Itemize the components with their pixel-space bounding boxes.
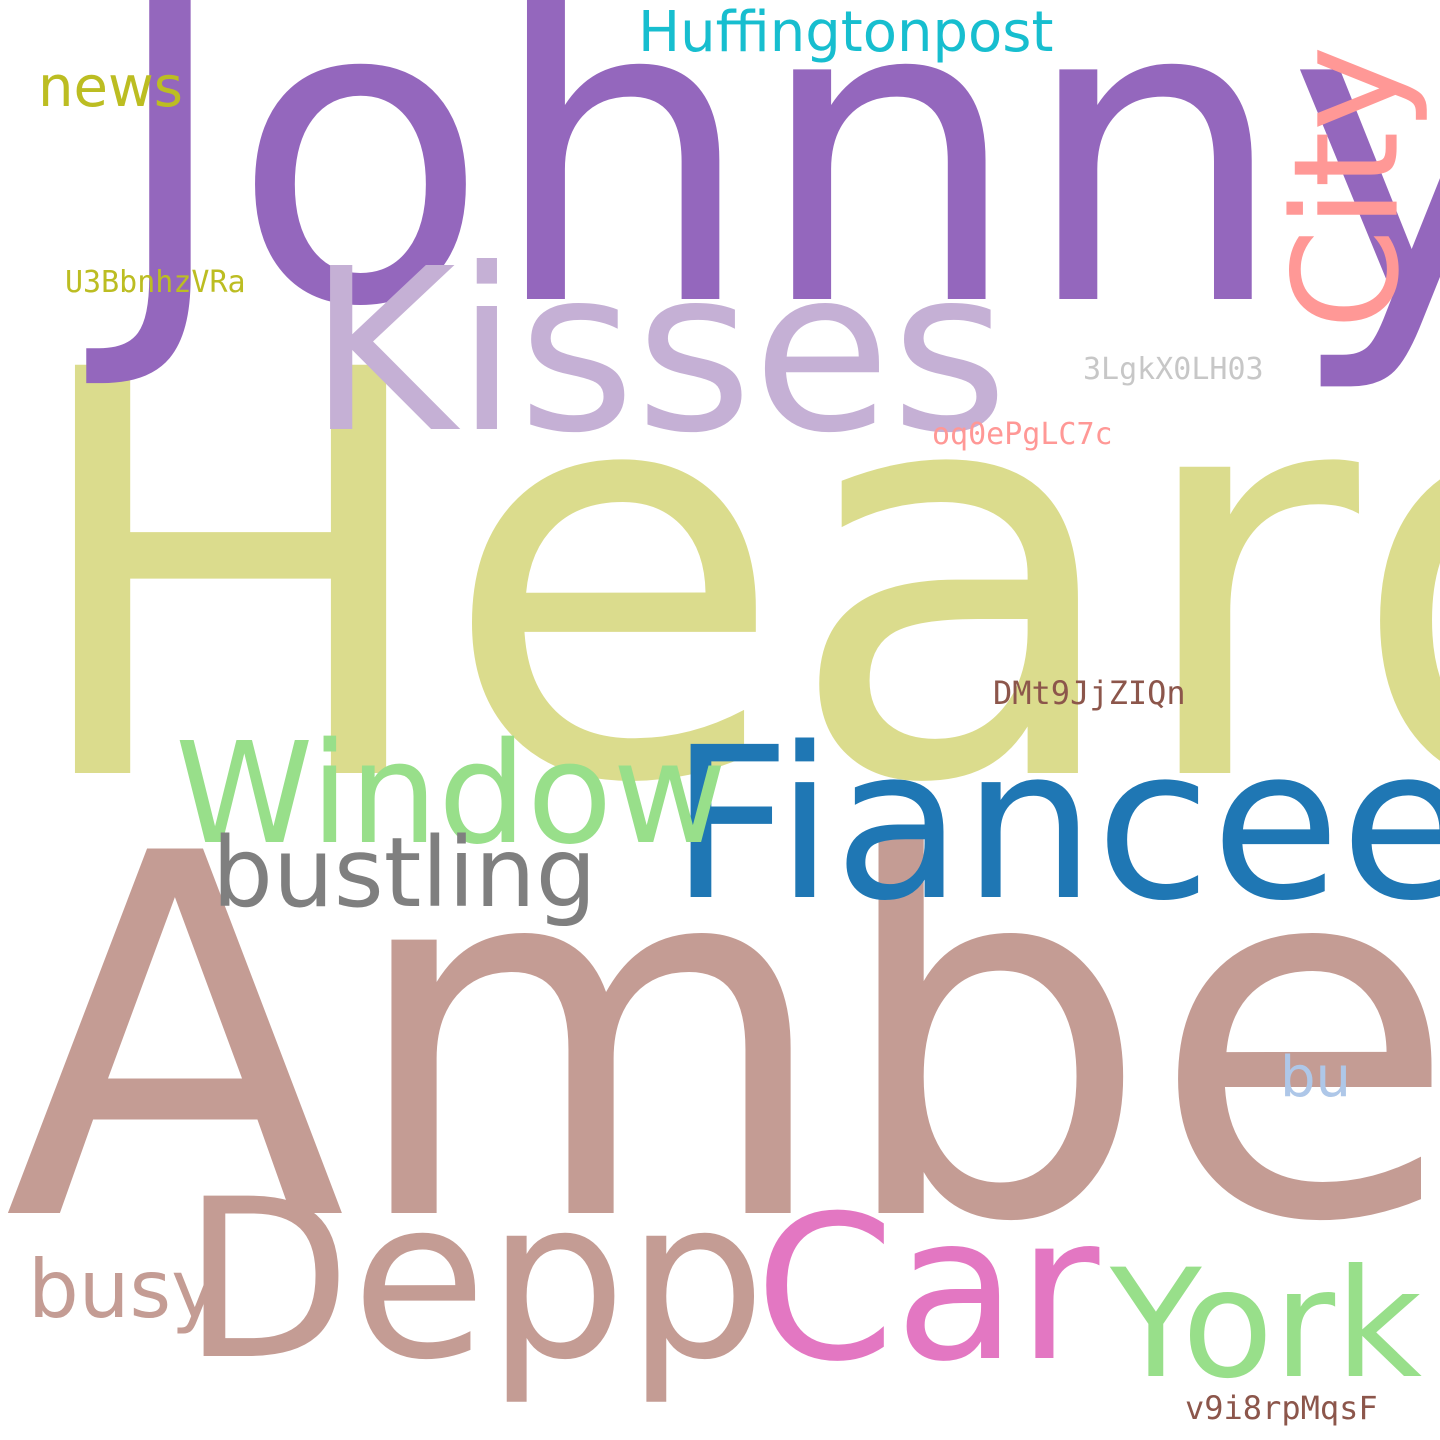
word-huffingtonpost: Huffingtonpost — [638, 0, 1054, 65]
word-v9i8rpmqsf: v9i8rpMqsF — [1185, 1389, 1378, 1427]
word-window: Window — [175, 713, 728, 876]
word-bu: bu — [1280, 1045, 1352, 1110]
word-news: news — [38, 55, 183, 120]
word-heard: Heard — [20, 254, 1440, 906]
word-johnny: Johnny — [108, 0, 1440, 399]
word-york: York — [1110, 1238, 1423, 1412]
word-u3bbnhzvra: U3BbnhzVRa — [65, 265, 246, 300]
word-kisses: Kisses — [308, 221, 1009, 483]
word-busy: busy — [28, 1243, 219, 1336]
word-car: Car — [755, 1173, 1100, 1406]
word-fiancee: Fiancee — [670, 702, 1440, 947]
word-dmt9jjziqn: DMt9JjZIQn — [993, 674, 1186, 712]
word-city: City — [1262, 45, 1432, 330]
word-bustling: bustling — [212, 817, 597, 929]
word-oq0epglc7c: oq0ePgLC7c — [932, 417, 1113, 452]
word-amber: Amber — [4, 749, 1440, 1331]
word-3lgkx0lh03: 3LgkX0LH03 — [1083, 352, 1264, 387]
word-depp: Depp — [182, 1152, 767, 1408]
